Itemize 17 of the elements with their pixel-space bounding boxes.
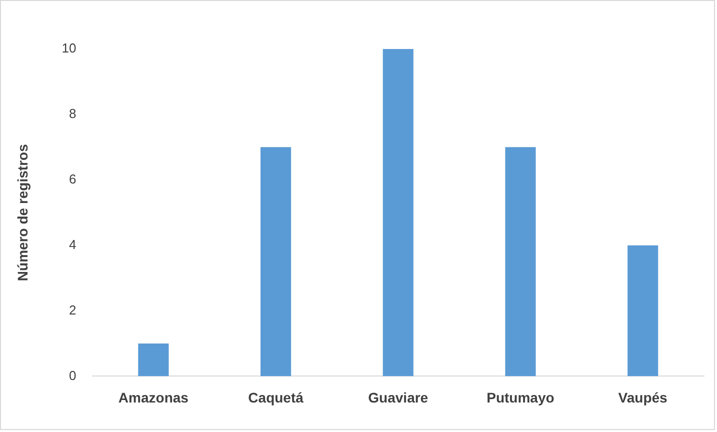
x-tick-label: Caquetá <box>248 389 304 406</box>
y-tick-label: 0 <box>69 368 76 383</box>
x-tick-label: Amazonas <box>118 389 189 406</box>
y-tick-label: 8 <box>69 106 76 122</box>
x-tick-label: Putumayo <box>486 389 554 406</box>
y-axis-title: Número de registros <box>14 144 30 282</box>
y-tick-label: 6 <box>69 171 76 186</box>
bar <box>260 147 292 376</box>
y-tick-label: 2 <box>69 302 76 318</box>
bar <box>382 49 414 376</box>
y-tick-label: 4 <box>69 236 76 252</box>
bar <box>628 245 658 376</box>
bar <box>138 343 169 376</box>
bar <box>505 147 536 376</box>
x-tick-label: Vaupés <box>618 389 668 406</box>
x-tick-label: Guaviare <box>368 389 428 406</box>
y-tick-label: 10 <box>62 40 76 56</box>
